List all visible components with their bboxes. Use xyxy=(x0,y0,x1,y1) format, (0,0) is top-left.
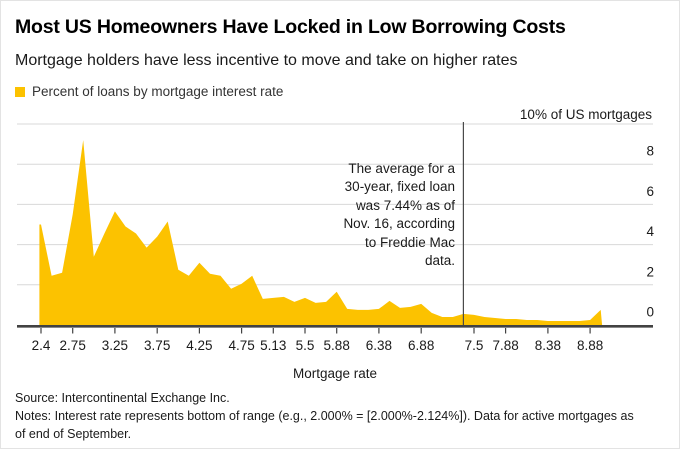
annotation-line: Nov. 16, according xyxy=(343,216,455,232)
x-tick-label-6.38: 6.38 xyxy=(366,338,392,353)
y-tick-label-6: 6 xyxy=(646,184,654,199)
x-tick-label-4.75: 4.75 xyxy=(228,338,254,353)
annotation-line: The average for a xyxy=(348,161,455,176)
annotation-line: data. xyxy=(424,253,455,269)
methodology-note: Notes: Interest rate represents bottom o… xyxy=(15,409,634,441)
x-tick-label-5.88: 5.88 xyxy=(324,338,350,353)
chart-subtitle: Mortgage holders have less incentive to … xyxy=(15,52,518,69)
annotation-line: to Freddie Mac xyxy=(364,234,455,250)
y-tick-label-8: 8 xyxy=(646,144,654,159)
y-tick-label-2: 2 xyxy=(646,264,654,279)
x-tick-label-5.5: 5.5 xyxy=(296,338,315,353)
x-tick-label-7.5: 7.5 xyxy=(465,338,484,353)
annotation-line: was 7.44% as of xyxy=(355,197,455,213)
x-tick-label-4.25: 4.25 xyxy=(186,338,212,353)
chart-footer: Source: Intercontinental Exchange Inc. N… xyxy=(15,389,645,443)
x-tick-label-8.88: 8.88 xyxy=(577,338,603,353)
legend-label: Percent of loans by mortgage interest ra… xyxy=(32,84,284,99)
x-tick-label-3.75: 3.75 xyxy=(144,338,170,353)
annotation-text: The average for a 30-year, fixed loan was … xyxy=(343,160,455,270)
x-tick-label-2.4: 2.4 xyxy=(32,338,51,353)
x-tick-label-2.75: 2.75 xyxy=(60,338,86,353)
loan-share-area-series xyxy=(39,140,603,325)
annotation-line: 30-year, fixed loan xyxy=(344,179,455,195)
x-tick-label-7.88: 7.88 xyxy=(492,338,518,353)
page-title: Most US Homeowners Have Locked in Low Bo… xyxy=(15,16,566,38)
x-tick-label-8.38: 8.38 xyxy=(535,338,561,353)
legend: Percent of loans by mortgage interest ra… xyxy=(15,84,283,99)
x-tick-label-3.25: 3.25 xyxy=(102,338,128,353)
x-axis-title: Mortgage rate xyxy=(292,366,378,381)
legend-swatch-icon xyxy=(15,86,25,97)
y-tick-label-0: 0 xyxy=(646,305,654,320)
y-tick-label-4: 4 xyxy=(646,224,654,239)
y-axis-unit-label: 10% of US mortgages xyxy=(519,107,652,122)
source-note: Source: Intercontinental Exchange Inc. xyxy=(15,391,230,405)
x-tick-label-5.13: 5.13 xyxy=(260,338,286,353)
x-tick-label-6.88: 6.88 xyxy=(408,338,434,353)
